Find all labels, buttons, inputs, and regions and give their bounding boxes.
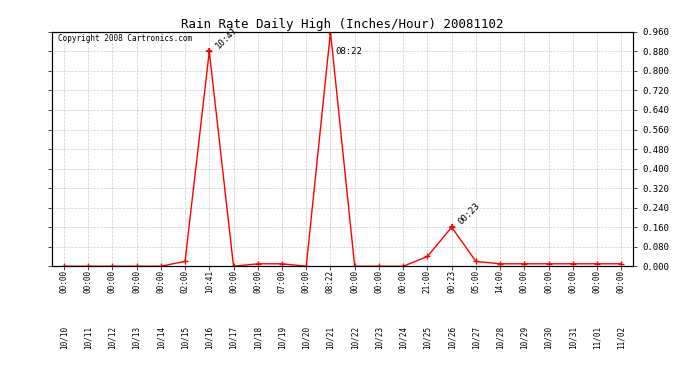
Text: 02:00: 02:00 [181, 270, 190, 293]
Text: 10/15: 10/15 [181, 326, 190, 350]
Text: 00:00: 00:00 [617, 270, 626, 293]
Title: Rain Rate Daily High (Inches/Hour) 20081102: Rain Rate Daily High (Inches/Hour) 20081… [181, 18, 504, 31]
Text: 10/10: 10/10 [59, 326, 68, 350]
Text: 10/11: 10/11 [83, 326, 92, 350]
Text: 10/18: 10/18 [253, 326, 262, 350]
Text: 00:00: 00:00 [399, 270, 408, 293]
Text: 10/27: 10/27 [471, 326, 480, 350]
Text: 00:23: 00:23 [457, 201, 482, 226]
Text: 05:00: 05:00 [471, 270, 480, 293]
Text: 10/12: 10/12 [108, 326, 117, 350]
Text: 00:00: 00:00 [157, 270, 166, 293]
Text: 10/26: 10/26 [447, 326, 456, 350]
Text: 10/13: 10/13 [132, 326, 141, 350]
Text: 10/19: 10/19 [277, 326, 286, 350]
Text: 10/22: 10/22 [351, 326, 359, 350]
Text: 21:00: 21:00 [423, 270, 432, 293]
Text: 10/29: 10/29 [520, 326, 529, 350]
Text: 00:00: 00:00 [375, 270, 384, 293]
Text: 00:00: 00:00 [520, 270, 529, 293]
Text: 10/17: 10/17 [229, 326, 238, 350]
Text: 10/30: 10/30 [544, 326, 553, 350]
Text: 08:22: 08:22 [335, 46, 362, 56]
Text: 11/01: 11/01 [593, 326, 602, 350]
Text: 11/02: 11/02 [617, 326, 626, 350]
Text: 00:00: 00:00 [132, 270, 141, 293]
Text: 00:00: 00:00 [253, 270, 262, 293]
Text: 00:00: 00:00 [59, 270, 68, 293]
Text: 00:23: 00:23 [447, 270, 456, 293]
Text: 10/31: 10/31 [569, 326, 578, 350]
Text: 10/21: 10/21 [326, 326, 335, 350]
Text: 00:00: 00:00 [351, 270, 359, 293]
Text: 10/25: 10/25 [423, 326, 432, 350]
Text: 00:00: 00:00 [229, 270, 238, 293]
Text: Copyright 2008 Cartronics.com: Copyright 2008 Cartronics.com [57, 34, 192, 43]
Text: 10/23: 10/23 [375, 326, 384, 350]
Text: 10/16: 10/16 [205, 326, 214, 350]
Text: 07:00: 07:00 [277, 270, 286, 293]
Text: 00:00: 00:00 [83, 270, 92, 293]
Text: 08:22: 08:22 [326, 270, 335, 293]
Text: 10/14: 10/14 [157, 326, 166, 350]
Text: 00:00: 00:00 [302, 270, 310, 293]
Text: 10:41: 10:41 [205, 270, 214, 293]
Text: 00:00: 00:00 [108, 270, 117, 293]
Text: 14:00: 14:00 [495, 270, 504, 293]
Text: 10:41: 10:41 [214, 25, 239, 50]
Text: 00:00: 00:00 [544, 270, 553, 293]
Text: 10/20: 10/20 [302, 326, 310, 350]
Text: 10/24: 10/24 [399, 326, 408, 350]
Text: 10/28: 10/28 [495, 326, 504, 350]
Text: 00:00: 00:00 [593, 270, 602, 293]
Text: 00:00: 00:00 [569, 270, 578, 293]
